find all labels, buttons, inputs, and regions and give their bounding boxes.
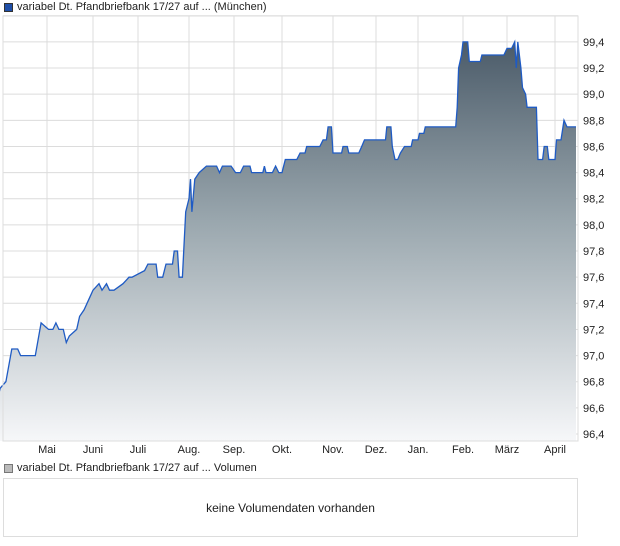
volume-panel: keine Volumendaten vorhanden	[3, 478, 578, 537]
x-tick-label: Feb.	[452, 444, 474, 456]
price-legend-swatch	[4, 2, 13, 12]
y-tick-label: 99,2	[583, 63, 604, 75]
price-line	[0, 39, 576, 392]
y-tick-label: 98,6	[583, 141, 604, 153]
y-tick-label: 98,8	[583, 115, 604, 127]
y-tick-label: 97,0	[583, 351, 604, 363]
volume-legend: variabel Dt. Pfandbriefbank 17/27 auf ..…	[4, 462, 257, 474]
y-tick-label: 96,4	[583, 429, 604, 441]
volume-legend-swatch	[4, 463, 13, 473]
y-tick-label: 99,4	[583, 37, 604, 49]
y-tick-label: 98,4	[583, 168, 604, 180]
y-tick-label: 96,6	[583, 403, 604, 415]
y-tick-label: 99,0	[583, 89, 604, 101]
price-chart: 96,4 96,6 96,8 97,0 97,2 97,4 97,6 97,8 98,0 98,2…	[0, 15, 604, 456]
x-tick-label: Jan.	[408, 444, 429, 456]
y-tick-label: 97,6	[583, 272, 604, 284]
x-tick-label: Dez.	[365, 444, 388, 456]
x-tick-label: Juni	[83, 444, 103, 456]
y-tick-label: 97,2	[583, 324, 604, 336]
x-tick-label: März	[495, 444, 519, 456]
x-tick-label: Mai	[38, 444, 56, 456]
volume-legend-label: variabel Dt. Pfandbriefbank 17/27 auf ..…	[17, 462, 257, 474]
price-area	[0, 41, 576, 441]
x-tick-label: Juli	[130, 444, 147, 456]
x-tick-label: April	[544, 444, 566, 456]
y-tick-label: 97,8	[583, 246, 604, 258]
x-tick-label: Aug.	[178, 444, 201, 456]
no-volume-message: keine Volumendaten vorhanden	[206, 500, 375, 515]
plot-border	[2, 15, 579, 442]
x-tick-label: Okt.	[272, 444, 292, 456]
x-tick-label: Nov.	[322, 444, 344, 456]
price-legend: variabel Dt. Pfandbriefbank 17/27 auf ..…	[4, 1, 266, 13]
x-tick-label: Sep.	[223, 444, 246, 456]
price-legend-label: variabel Dt. Pfandbriefbank 17/27 auf ..…	[17, 1, 267, 13]
y-tick-label: 98,2	[583, 194, 604, 206]
y-tick-label: 96,8	[583, 377, 604, 389]
y-tick-label: 98,0	[583, 220, 604, 232]
y-tick-label: 97,4	[583, 298, 604, 310]
